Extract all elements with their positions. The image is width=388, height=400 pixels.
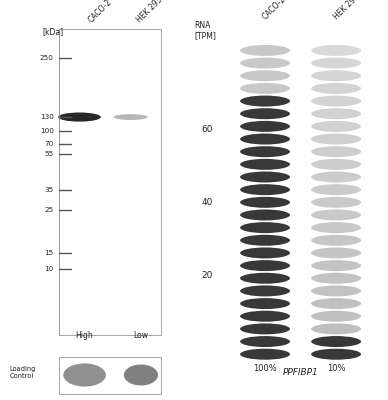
Text: 60: 60	[202, 125, 213, 134]
Ellipse shape	[311, 235, 361, 246]
Ellipse shape	[311, 298, 361, 309]
Ellipse shape	[311, 184, 361, 195]
Ellipse shape	[311, 108, 361, 119]
Text: 40: 40	[202, 198, 213, 207]
Ellipse shape	[240, 45, 290, 56]
Ellipse shape	[311, 70, 361, 81]
Text: 35: 35	[45, 188, 54, 194]
Ellipse shape	[240, 222, 290, 233]
Ellipse shape	[240, 146, 290, 157]
Ellipse shape	[240, 134, 290, 144]
Text: [kDa]: [kDa]	[42, 28, 63, 36]
Ellipse shape	[311, 83, 361, 94]
Ellipse shape	[240, 349, 290, 360]
Text: High: High	[76, 331, 94, 340]
Text: CACO-2: CACO-2	[261, 0, 288, 21]
Ellipse shape	[240, 286, 290, 296]
Ellipse shape	[240, 248, 290, 258]
Ellipse shape	[240, 121, 290, 132]
Ellipse shape	[58, 112, 101, 122]
FancyBboxPatch shape	[59, 29, 161, 336]
Ellipse shape	[311, 273, 361, 284]
Ellipse shape	[240, 172, 290, 182]
Text: RNA
[TPM]: RNA [TPM]	[194, 21, 216, 40]
Ellipse shape	[311, 336, 361, 347]
Text: 10: 10	[45, 266, 54, 272]
Ellipse shape	[311, 134, 361, 144]
Ellipse shape	[124, 364, 158, 386]
Ellipse shape	[311, 248, 361, 258]
Ellipse shape	[311, 324, 361, 334]
Ellipse shape	[311, 349, 361, 360]
Ellipse shape	[63, 364, 106, 386]
Ellipse shape	[311, 146, 361, 157]
Ellipse shape	[311, 121, 361, 132]
Ellipse shape	[240, 70, 290, 81]
Text: 250: 250	[40, 55, 54, 61]
Text: 20: 20	[202, 271, 213, 280]
Text: 70: 70	[45, 141, 54, 147]
Ellipse shape	[240, 197, 290, 208]
Ellipse shape	[240, 83, 290, 94]
Ellipse shape	[240, 108, 290, 119]
Ellipse shape	[240, 324, 290, 334]
Ellipse shape	[311, 58, 361, 68]
Text: 10%: 10%	[327, 364, 345, 373]
Ellipse shape	[311, 210, 361, 220]
Ellipse shape	[240, 260, 290, 271]
Text: HEK 293: HEK 293	[135, 0, 164, 24]
Ellipse shape	[311, 96, 361, 106]
Ellipse shape	[114, 114, 148, 120]
Ellipse shape	[240, 210, 290, 220]
Text: CACO-2: CACO-2	[87, 0, 114, 24]
Ellipse shape	[311, 172, 361, 182]
Text: 100: 100	[40, 128, 54, 134]
Ellipse shape	[240, 298, 290, 309]
Text: HEK 293: HEK 293	[332, 0, 361, 21]
Ellipse shape	[240, 159, 290, 170]
Ellipse shape	[240, 235, 290, 246]
Text: 25: 25	[45, 207, 54, 213]
Ellipse shape	[240, 184, 290, 195]
Ellipse shape	[240, 273, 290, 284]
FancyBboxPatch shape	[59, 357, 161, 394]
Text: 130: 130	[40, 114, 54, 120]
Ellipse shape	[311, 197, 361, 208]
Ellipse shape	[240, 96, 290, 106]
Ellipse shape	[311, 159, 361, 170]
Ellipse shape	[311, 286, 361, 296]
Text: 15: 15	[45, 250, 54, 256]
Ellipse shape	[311, 45, 361, 56]
Ellipse shape	[240, 58, 290, 68]
Text: PPFIBP1: PPFIBP1	[283, 368, 319, 377]
Text: 55: 55	[45, 150, 54, 156]
Text: Low: Low	[133, 331, 149, 340]
Ellipse shape	[311, 222, 361, 233]
Text: Loading
Control: Loading Control	[9, 366, 36, 379]
Ellipse shape	[311, 260, 361, 271]
Ellipse shape	[311, 311, 361, 322]
Ellipse shape	[240, 336, 290, 347]
Ellipse shape	[240, 311, 290, 322]
Text: 100%: 100%	[253, 364, 277, 373]
